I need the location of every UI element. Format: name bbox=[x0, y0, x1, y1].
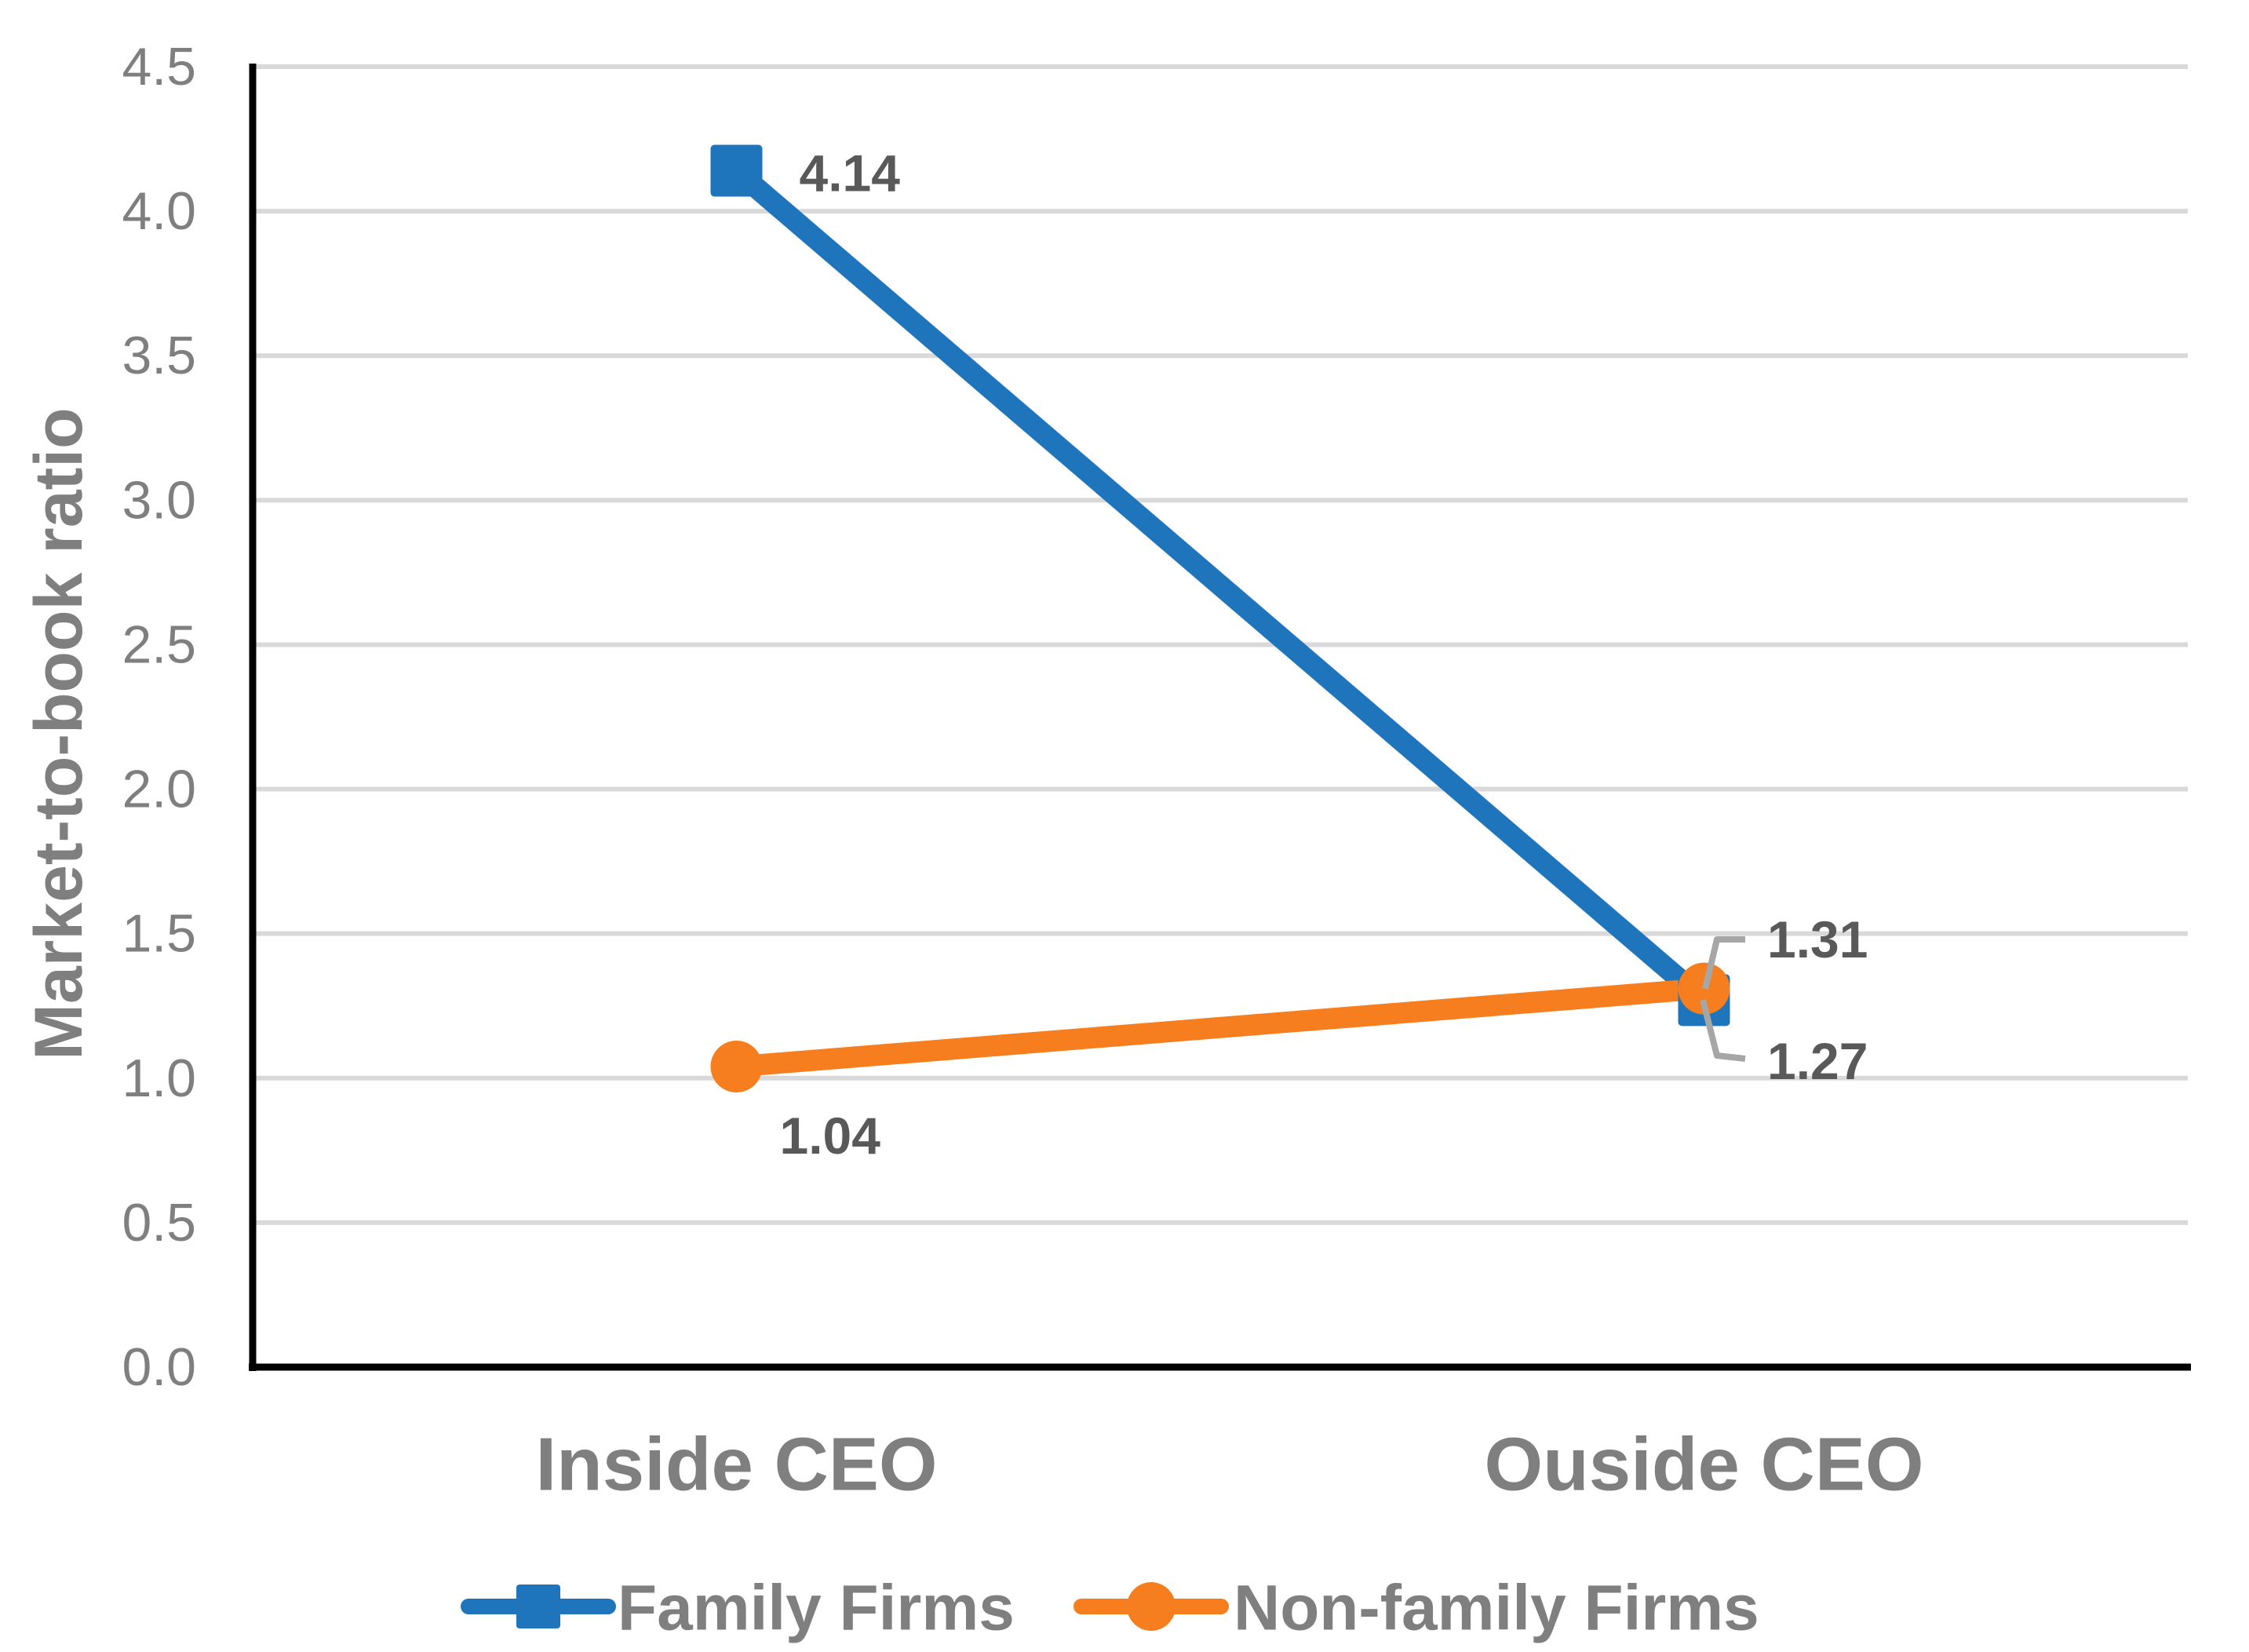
legend-marker-circle bbox=[1127, 1582, 1176, 1631]
y-tick-label: 1.5 bbox=[122, 904, 196, 964]
category-label: Ouside CEO bbox=[1484, 1423, 1923, 1507]
category-label: Inside CEO bbox=[535, 1423, 937, 1507]
y-tick-label: 3.5 bbox=[122, 326, 196, 385]
y-tick-label: 3.0 bbox=[122, 470, 196, 530]
legend-label: Non-family Firms bbox=[1234, 1573, 1759, 1644]
y-tick-label: 2.5 bbox=[122, 614, 196, 674]
y-tick-label: 4.5 bbox=[122, 37, 196, 97]
y-axis-title: Market-to-book ratio bbox=[21, 407, 97, 1059]
legend-marker-square bbox=[516, 1585, 560, 1628]
data-label: 1.04 bbox=[780, 1107, 881, 1165]
marker-circle bbox=[710, 1041, 763, 1093]
data-label-leader-line bbox=[1702, 936, 1745, 990]
marker-square bbox=[710, 144, 763, 197]
series-line-family-firms bbox=[726, 160, 1715, 1011]
series-line-non-family-firms bbox=[726, 978, 1715, 1078]
y-tick-label: 2.0 bbox=[122, 760, 196, 819]
y-tick-label: 1.0 bbox=[122, 1048, 196, 1108]
y-tick-label: 4.0 bbox=[122, 181, 196, 241]
y-tick-label: 0.0 bbox=[122, 1337, 196, 1397]
data-label: 1.27 bbox=[1767, 1032, 1868, 1090]
data-label-leader-line bbox=[1700, 999, 1746, 1062]
y-tick-label: 0.5 bbox=[122, 1193, 196, 1253]
data-label: 4.14 bbox=[800, 144, 901, 202]
legend-label: Family Firms bbox=[618, 1573, 1015, 1644]
data-label: 1.31 bbox=[1767, 910, 1868, 968]
